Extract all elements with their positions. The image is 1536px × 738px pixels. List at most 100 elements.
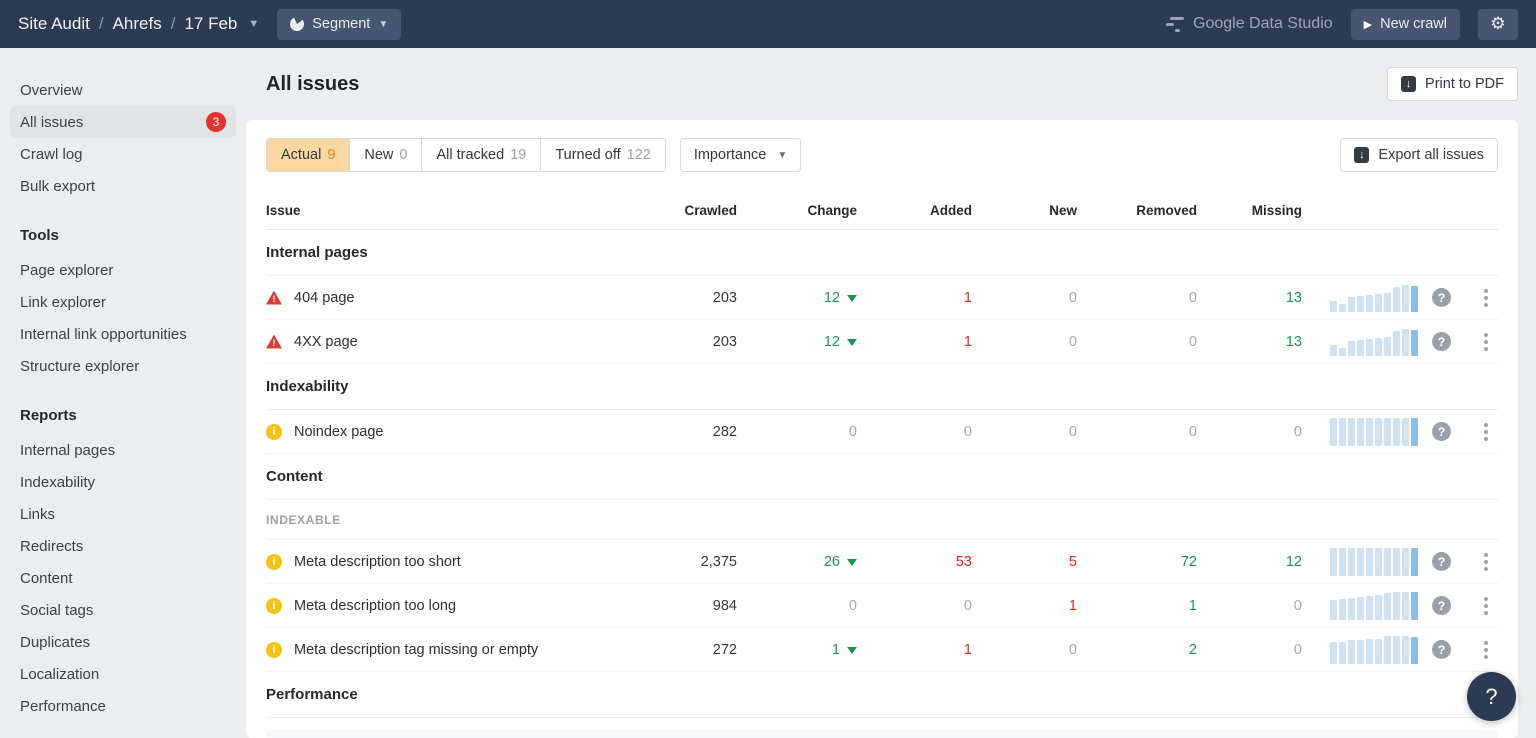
sparkline-bar — [1348, 547, 1355, 576]
settings-button[interactable]: ⚙ — [1478, 8, 1518, 40]
issue-name-link[interactable]: Meta description tag missing or empty — [294, 641, 539, 658]
question-help-icon[interactable]: ? — [1432, 640, 1451, 659]
sidebar-item-internal-link-opportunities[interactable]: Internal link opportunities — [10, 318, 236, 350]
sparkline-bar — [1348, 340, 1355, 356]
sparkline-bar — [1402, 417, 1409, 446]
sidebar-item-social-tags[interactable]: Social tags — [10, 594, 236, 626]
crawled-value: 203 — [647, 290, 737, 306]
question-help-icon[interactable]: ? — [1432, 422, 1451, 441]
tab-all-tracked[interactable]: All tracked 19 — [421, 139, 541, 171]
sidebar-item-page-explorer[interactable]: Page explorer — [10, 254, 236, 286]
kebab-dot — [1484, 295, 1488, 300]
column-header-crawled: Crawled — [684, 203, 737, 218]
notice-info-icon: i — [266, 597, 282, 614]
sidebar-item-all-issues[interactable]: All issues 3 — [10, 106, 236, 138]
sparkline-bar — [1339, 303, 1346, 312]
issue-name-link[interactable]: Meta description too short — [294, 553, 461, 570]
sparkline-bar — [1357, 417, 1364, 446]
sparkline-bar — [1393, 591, 1400, 620]
missing-number: 0 — [1293, 597, 1302, 614]
sidebar-item-localization[interactable]: Localization — [10, 658, 236, 690]
question-help-icon[interactable]: ? — [1432, 596, 1451, 615]
kebab-dot — [1484, 596, 1488, 601]
sparkline-bar — [1339, 641, 1346, 664]
sidebar-item-overview[interactable]: Overview — [10, 74, 236, 106]
new-number: 0 — [1068, 423, 1077, 440]
issue-name-link[interactable]: 404 page — [294, 289, 355, 306]
page-title: All issues — [266, 72, 360, 95]
added-value: 1 — [857, 290, 972, 306]
sidebar-item-label: Content — [20, 569, 73, 587]
sidebar: Overview All issues 3 Crawl log Bulk export T… — [0, 48, 246, 738]
sidebar-item-links[interactable]: Links — [10, 498, 236, 530]
tab-label: Turned off — [555, 147, 621, 163]
download-file-icon: ↓ — [1354, 147, 1370, 163]
sidebar-item-label: Page explorer — [20, 261, 114, 279]
row-menu-kebab-icon[interactable] — [1474, 329, 1498, 355]
app-body: Overview All issues 3 Crawl log Bulk export T… — [0, 48, 1536, 738]
sparkline-bar — [1411, 329, 1418, 356]
new-crawl-button[interactable]: ▶ New crawl — [1350, 8, 1460, 40]
sidebar-item-redirects[interactable]: Redirects — [10, 530, 236, 562]
breadcrumb-crawl-date[interactable]: 17 Feb — [184, 14, 238, 33]
change-number: 0 — [848, 423, 857, 440]
sidebar-item-structure-explorer[interactable]: Structure explorer — [10, 350, 236, 382]
removed-value: 72 — [1077, 554, 1197, 570]
row-menu-kebab-icon[interactable] — [1474, 419, 1498, 445]
sparkline-bar — [1366, 417, 1373, 446]
sparkline-bar — [1366, 638, 1373, 664]
missing-value: 12 — [1197, 554, 1302, 570]
subsection-label: INDEXABLE — [266, 500, 1498, 540]
sidebar-item-label: Indexability — [20, 473, 96, 491]
importance-dropdown[interactable]: Importance ▼ — [679, 138, 802, 172]
question-help-icon[interactable]: ? — [1432, 552, 1451, 571]
segment-button[interactable]: Segment ▼ — [277, 8, 402, 40]
row-menu-kebab-icon[interactable] — [1474, 285, 1498, 311]
new-number: 0 — [1068, 333, 1077, 350]
sidebar-item-internal-pages[interactable]: Internal pages — [10, 434, 236, 466]
missing-number: 0 — [1293, 641, 1302, 658]
removed-value: 0 — [1077, 334, 1197, 350]
row-menu-kebab-icon[interactable] — [1474, 549, 1498, 575]
sparkline-bar — [1402, 547, 1409, 576]
sparkline-bar — [1366, 547, 1373, 576]
row-menu-kebab-icon[interactable] — [1474, 593, 1498, 619]
sidebar-item-performance[interactable]: Performance — [10, 690, 236, 722]
google-data-studio-label: Google Data Studio — [1193, 15, 1333, 32]
tab-turned-off[interactable]: Turned off 122 — [540, 139, 665, 171]
tab-new[interactable]: New 0 — [349, 139, 422, 171]
sidebar-item-duplicates[interactable]: Duplicates — [10, 626, 236, 658]
topbar: Site Audit / Ahrefs / 17 Feb ▼ Segment ▼… — [0, 0, 1536, 48]
missing-number: 12 — [1285, 553, 1302, 570]
added-number: 1 — [963, 289, 972, 306]
sidebar-item-indexability[interactable]: Indexability — [10, 466, 236, 498]
issue-name-link[interactable]: Meta description too long — [294, 597, 457, 614]
breadcrumb-site-audit[interactable]: Site Audit — [18, 14, 90, 33]
new-number: 5 — [1068, 553, 1077, 570]
question-help-icon[interactable]: ? — [1432, 288, 1451, 307]
row-menu-kebab-icon[interactable] — [1474, 637, 1498, 663]
notice-info-icon: i — [266, 641, 282, 658]
issue-name-link[interactable]: 4XX page — [294, 333, 358, 350]
export-all-issues-button[interactable]: ↓ Export all issues — [1340, 138, 1498, 172]
sidebar-item-content[interactable]: Content — [10, 562, 236, 594]
sidebar-item-link-explorer[interactable]: Link explorer — [10, 286, 236, 318]
new-number: 0 — [1068, 289, 1077, 306]
sidebar-item-label: Localization — [20, 665, 100, 683]
sidebar-item-bulk-export[interactable]: Bulk export — [10, 170, 236, 202]
tab-actual[interactable]: Actual 9 — [267, 139, 350, 171]
sidebar-item-crawl-log[interactable]: Crawl log — [10, 138, 236, 170]
column-header-missing: Missing — [1251, 203, 1302, 218]
breadcrumb-project[interactable]: Ahrefs — [112, 14, 162, 33]
history-sparkline-chart — [1302, 417, 1432, 446]
print-to-pdf-button[interactable]: ↓ Print to PDF — [1387, 67, 1518, 101]
new-value: 0 — [972, 642, 1077, 658]
question-help-icon[interactable]: ? — [1432, 332, 1451, 351]
help-chat-button[interactable]: ? — [1467, 672, 1516, 721]
google-data-studio-link[interactable]: Google Data Studio — [1166, 15, 1333, 33]
issue-name-link[interactable]: Noindex page — [294, 423, 384, 440]
new-number: 1 — [1068, 597, 1077, 614]
crawled-number: 282 — [712, 423, 737, 440]
crawled-value: 272 — [647, 642, 737, 658]
sparkline-bar — [1330, 641, 1337, 664]
